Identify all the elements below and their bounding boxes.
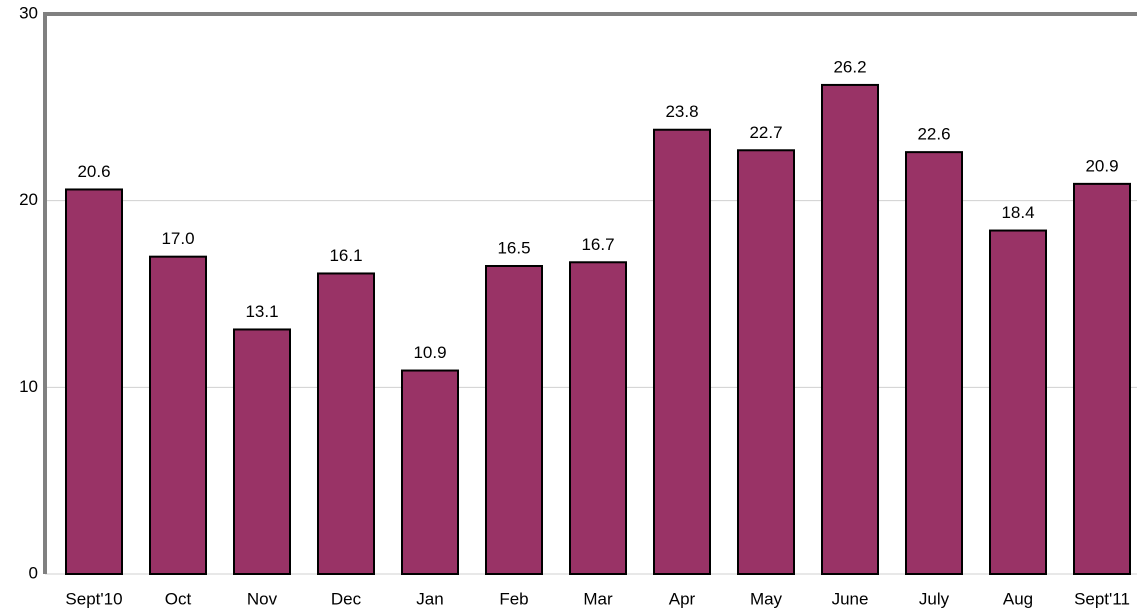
x-tick-label: Sept'10 [65,589,122,608]
y-tick-label: 20 [19,190,38,209]
x-tick-label: Apr [669,589,696,608]
y-tick-label: 0 [29,563,38,582]
data-label: 16.5 [497,238,530,257]
x-tick-label: Sept'11 [1074,589,1130,608]
y-tick-label: 30 [19,3,38,22]
data-label: 22.6 [917,125,950,144]
x-tick-label: Mar [583,589,613,608]
bar [737,149,795,575]
bar [653,128,711,575]
data-label: 20.9 [1085,156,1118,175]
x-tick-label: Oct [165,589,192,608]
bar [821,83,879,576]
data-label: 16.7 [581,235,614,254]
bar [317,272,375,575]
x-tick-label: May [750,589,783,608]
data-label: 23.8 [665,102,698,121]
bar [65,188,123,575]
bar [149,255,207,575]
bar [905,151,963,575]
data-label: 20.6 [77,162,110,181]
bar [485,265,543,575]
y-tick-label: 10 [19,377,38,396]
x-tick-label: July [919,589,950,608]
bar [569,261,627,575]
data-label: 13.1 [245,302,278,321]
data-label: 10.9 [413,343,446,362]
bar [233,328,291,576]
data-label: 22.7 [749,123,782,142]
data-label: 18.4 [1001,203,1034,222]
x-tick-label: Feb [499,589,528,608]
x-tick-label: June [832,589,869,608]
x-tick-label: Jan [416,589,443,608]
bar [1073,182,1131,575]
data-label: 17.0 [161,229,194,248]
bar [989,229,1047,576]
bar [401,369,459,575]
x-tick-label: Nov [247,589,278,608]
data-label: 26.2 [833,57,866,76]
x-tick-label: Dec [331,589,362,608]
x-tick-label: Aug [1003,589,1033,608]
data-label: 16.1 [329,246,362,265]
